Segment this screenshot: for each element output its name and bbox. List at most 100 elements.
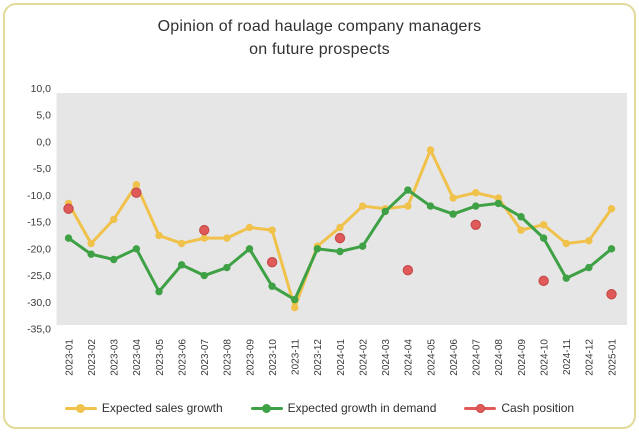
data-point-expected-growth-in-demand [381, 207, 389, 216]
y-tick-label: -30,0 [27, 297, 51, 309]
data-point-expected-growth-in-demand [291, 295, 299, 304]
data-point-expected-sales-growth [87, 239, 95, 248]
data-point-expected-sales-growth [562, 239, 570, 248]
sales-growth-series-marker-icon [64, 403, 97, 413]
data-point-cash-position [266, 256, 278, 268]
data-point-expected-sales-growth [177, 239, 186, 248]
data-point-expected-growth-in-demand [223, 263, 231, 272]
data-point-expected-sales-growth [404, 202, 412, 210]
x-tick-label: 2024-05 [426, 339, 437, 376]
data-point-expected-sales-growth [449, 194, 457, 202]
x-tick-label: 2023-11 [291, 339, 302, 375]
data-point-expected-growth-in-demand [245, 245, 254, 253]
legend-label: Expected sales growth [101, 401, 223, 415]
data-point-expected-growth-in-demand [200, 271, 208, 280]
data-point-cash-position [199, 224, 210, 236]
data-point-expected-sales-growth [336, 223, 344, 232]
data-point-expected-growth-in-demand [562, 274, 570, 282]
data-point-expected-sales-growth [494, 194, 503, 202]
x-tick-label: 2024-11 [562, 339, 573, 375]
x-tick-label: 2024-03 [381, 339, 392, 376]
data-point-expected-growth-in-demand [426, 202, 435, 210]
data-point-expected-growth-in-demand [539, 234, 548, 242]
data-point-cash-position [606, 289, 617, 300]
chart-title: Opinion of road haulage company managers… [5, 15, 634, 61]
data-point-cash-position [334, 232, 346, 244]
plot-area [56, 93, 627, 325]
data-point-expected-sales-growth [291, 303, 299, 312]
data-point-expected-sales-growth [607, 205, 616, 213]
data-point-expected-growth-in-demand [132, 245, 141, 253]
data-point-expected-growth-in-demand [449, 210, 457, 218]
x-tick-label: 2023-10 [268, 339, 279, 376]
data-point-expected-sales-growth [200, 234, 208, 242]
y-tick-label: -25,0 [27, 270, 51, 282]
x-tick-label: 2024-09 [517, 339, 528, 376]
data-point-expected-sales-growth [517, 226, 525, 234]
cash-position-series-marker-icon [464, 403, 497, 413]
x-tick-label: 2023-07 [200, 339, 211, 376]
x-tick-label: 2024-04 [404, 339, 415, 376]
x-tick-label: 2023-08 [223, 339, 234, 376]
data-point-cash-position [470, 219, 481, 230]
x-tick-label: 2023-12 [313, 339, 324, 376]
x-tick-label: 2024-08 [494, 339, 505, 376]
data-point-expected-growth-in-demand [404, 186, 412, 194]
x-tick-label: 2024-02 [358, 339, 369, 376]
data-point-expected-sales-growth [358, 202, 367, 210]
y-tick-label: 5,0 [36, 110, 51, 122]
data-point-expected-sales-growth [132, 180, 141, 189]
data-point-expected-sales-growth [245, 223, 254, 232]
data-point-expected-growth-in-demand [110, 255, 118, 264]
legend-item-expected-sales-growth: Expected sales growth [64, 401, 223, 415]
data-point-expected-sales-growth [539, 221, 548, 229]
data-point-expected-sales-growth [155, 231, 163, 240]
data-point-expected-growth-in-demand [585, 263, 593, 272]
chart-card: Opinion of road haulage company managers… [3, 3, 636, 429]
data-point-expected-growth-in-demand [336, 247, 344, 256]
x-tick-label: 2024-10 [539, 339, 550, 376]
data-point-expected-sales-growth [110, 215, 118, 224]
x-tick-label: 2023-01 [64, 339, 75, 376]
data-point-expected-growth-in-demand [177, 261, 186, 269]
data-point-expected-growth-in-demand [313, 245, 322, 253]
x-tick-label: 2023-04 [132, 339, 143, 376]
y-tick-label: -15,0 [27, 217, 51, 229]
data-point-expected-growth-in-demand [494, 199, 503, 208]
chart-title-line2: on future prospects [249, 41, 390, 58]
chart-title-line1: Opinion of road haulage company managers [157, 18, 482, 35]
y-tick-label: -5,0 [33, 163, 51, 175]
data-point-expected-growth-in-demand [87, 250, 95, 258]
data-point-expected-sales-growth [268, 226, 276, 234]
legend-item-cash-position: Cash position [464, 401, 574, 415]
legend-item-expected-growth-in-demand: Expected growth in demand [250, 401, 437, 415]
legend: Expected sales growth Expected growth in… [5, 401, 634, 415]
data-point-expected-sales-growth [426, 146, 435, 154]
data-point-expected-sales-growth [223, 234, 231, 242]
line-chart: 10,0 5,0 0,0 -5,0 -10,0 -15,0 -20,0 -25,0 -30,0 -… [27, 83, 627, 376]
x-tick-label: 2024-06 [449, 339, 460, 376]
y-tick-label: 10,0 [31, 83, 52, 95]
data-point-cash-position [538, 275, 549, 287]
data-point-expected-growth-in-demand [517, 213, 525, 221]
data-point-expected-growth-in-demand [155, 287, 163, 296]
data-point-cash-position [402, 264, 414, 276]
demand-growth-series-marker-icon [250, 403, 283, 413]
data-point-cash-position [63, 203, 74, 214]
legend-label: Expected growth in demand [287, 401, 437, 415]
x-tick-label: 2023-03 [110, 339, 121, 376]
data-point-expected-sales-growth [472, 189, 480, 197]
data-point-expected-growth-in-demand [268, 282, 276, 290]
x-tick-label: 2024-07 [472, 339, 483, 376]
x-tick-label: 2023-02 [87, 339, 98, 376]
data-point-expected-growth-in-demand [607, 245, 616, 253]
legend-label: Cash position [501, 401, 575, 415]
x-tick-label: 2023-05 [155, 339, 166, 376]
y-tick-label: -35,0 [27, 323, 51, 335]
x-tick-label: 2024-12 [585, 339, 596, 376]
x-tick-label: 2024-01 [336, 339, 347, 376]
data-point-expected-sales-growth [585, 237, 593, 245]
y-tick-label: -20,0 [27, 243, 51, 255]
data-point-expected-growth-in-demand [472, 202, 480, 210]
data-point-expected-growth-in-demand [64, 234, 73, 242]
